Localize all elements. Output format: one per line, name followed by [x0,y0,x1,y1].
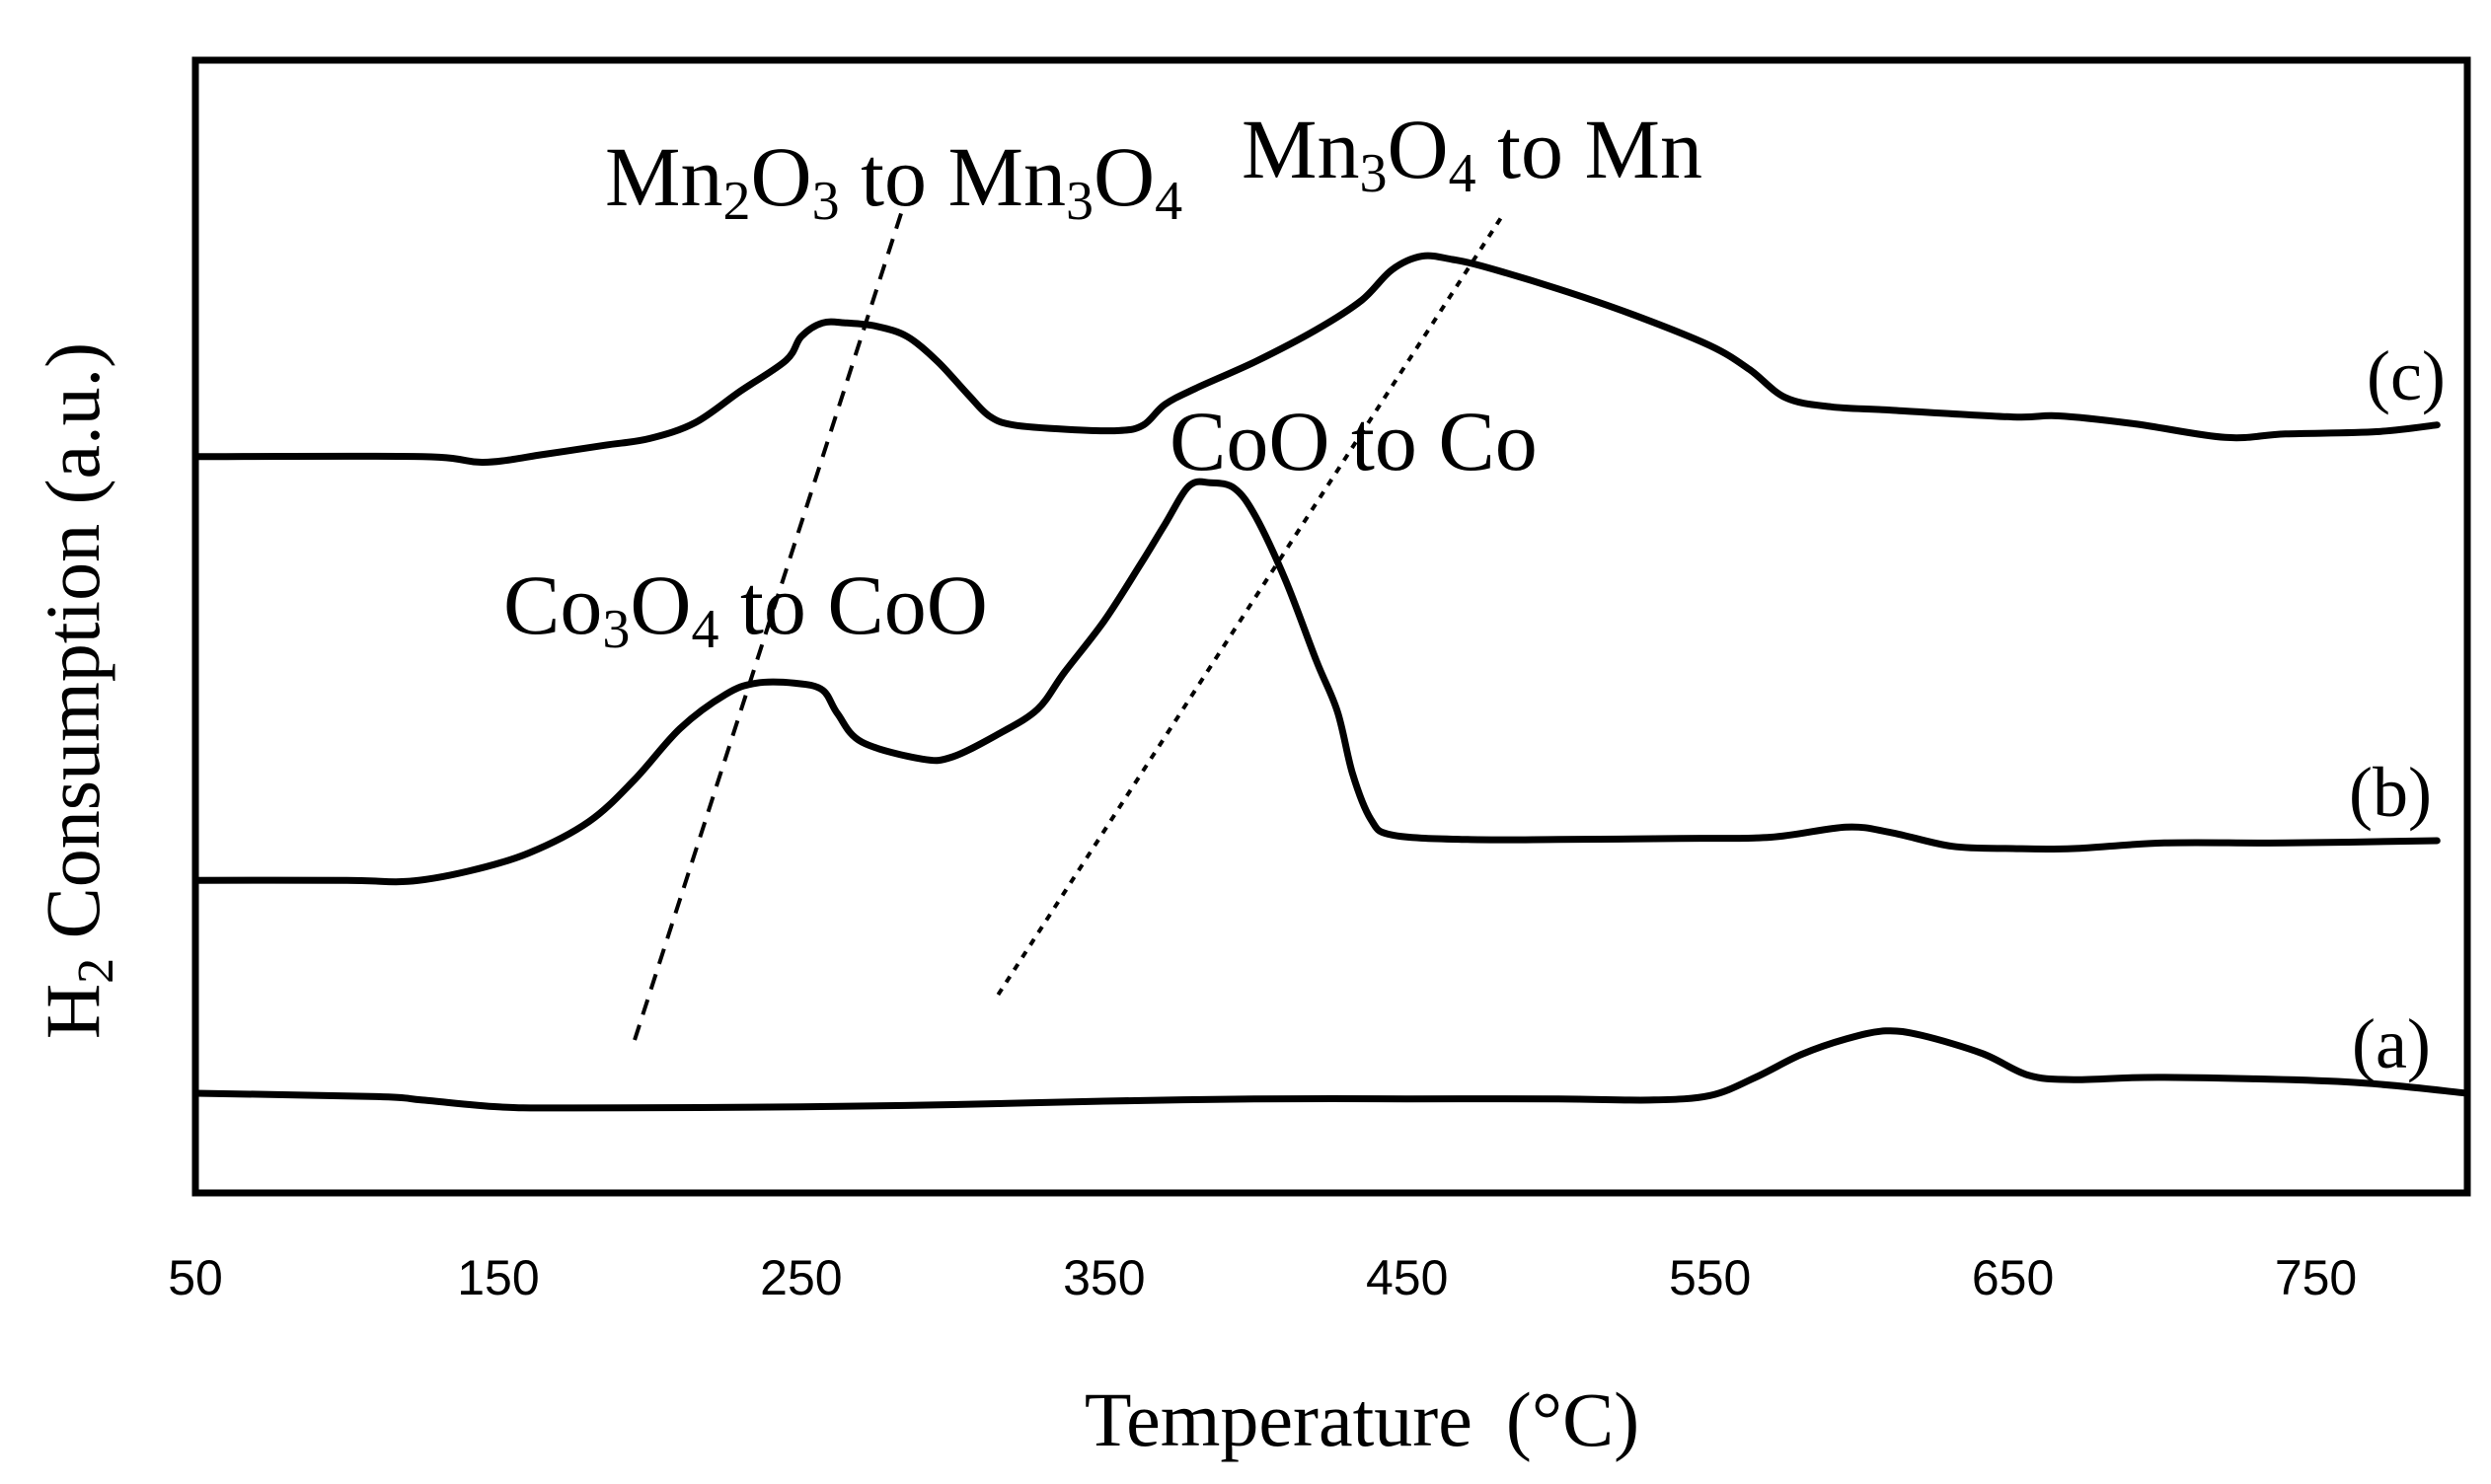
series-label-b: (b) [2349,753,2432,832]
x-tick-label: 650 [1972,1250,2054,1305]
x-tick-label: 750 [2275,1250,2357,1305]
x-axis-title: Temperature (°C) [1085,1376,1639,1462]
guide-lines [633,211,1506,1041]
annotation-mn2o3-to-mn3o4: Mn2O3 to Mn3O4 [605,129,1182,232]
x-tick-label: 350 [1063,1250,1145,1305]
series-line-b [191,478,2441,886]
y-axis-title: H2 Consumption (a.u.) [30,342,124,1039]
series-label-a: (a) [2352,1004,2431,1083]
annotation-coo-to-co: CoO to Co [1170,394,1538,488]
x-tick-label: 150 [457,1250,539,1305]
curves [191,252,2471,1112]
x-tick-label: 250 [760,1250,842,1305]
x-axis-ticks: 50 150 250 350 450 550 650 750 [168,1250,2357,1305]
annotation-co3o4-to-coo: Co3O4 to CoO [503,557,988,660]
series-label-c: (c) [2367,336,2446,415]
x-tick-label: 50 [168,1250,223,1305]
high-temperature-peak-guide [996,211,1506,997]
annotation-mn3o4-to-mn: Mn3O4 to Mn [1242,102,1702,204]
series-line-c [191,252,2441,467]
low-temperature-peak-guide [633,212,904,1041]
plot-frame [191,56,2471,1197]
x-tick-label: 450 [1366,1250,1448,1305]
series-line-a [191,1027,2471,1112]
x-tick-label: 550 [1669,1250,1751,1305]
